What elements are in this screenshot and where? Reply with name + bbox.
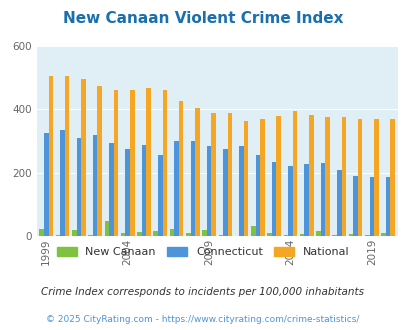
Bar [174,141,178,236]
Bar [39,229,44,236]
Bar [390,119,394,236]
Bar [266,233,271,236]
Bar [109,143,113,236]
Bar [206,146,211,236]
Bar [304,164,308,236]
Bar [202,230,206,236]
Bar [97,86,102,236]
Bar [288,166,292,236]
Bar [299,234,304,236]
Bar [141,145,146,236]
Bar [348,234,352,236]
Bar [357,119,362,236]
Text: © 2025 CityRating.com - https://www.cityrating.com/crime-statistics/: © 2025 CityRating.com - https://www.city… [46,315,359,324]
Bar [77,138,81,236]
Bar [185,233,190,236]
Text: New Canaan Violent Crime Index: New Canaan Violent Crime Index [63,11,342,26]
Bar [158,155,162,236]
Bar [250,226,255,236]
Bar [283,235,288,236]
Legend: New Canaan, Connecticut, National: New Canaan, Connecticut, National [52,242,353,262]
Bar [190,141,194,236]
Bar [49,76,53,236]
Bar [65,76,69,236]
Bar [324,117,329,236]
Bar [364,235,369,236]
Bar [88,235,93,236]
Bar [276,116,280,236]
Bar [308,115,313,236]
Bar [153,231,158,236]
Bar [380,233,385,236]
Bar [352,176,357,236]
Bar [292,111,296,236]
Bar [113,90,118,236]
Bar [243,121,248,236]
Bar [137,232,141,236]
Bar [162,90,167,236]
Bar [81,79,85,236]
Text: Crime Index corresponds to incidents per 100,000 inhabitants: Crime Index corresponds to incidents per… [41,287,364,297]
Bar [336,170,341,236]
Bar [227,113,232,236]
Bar [44,133,49,236]
Bar [341,117,345,236]
Bar [169,229,174,236]
Bar [260,118,264,236]
Bar [194,108,199,236]
Bar [385,178,390,236]
Bar [315,231,320,236]
Bar [93,135,97,236]
Bar [373,119,378,236]
Bar [125,149,130,236]
Bar [211,113,215,236]
Bar [60,130,65,236]
Bar [178,101,183,236]
Bar [271,162,276,236]
Bar [332,235,336,236]
Bar [121,233,125,236]
Bar [146,88,150,236]
Bar [72,230,77,236]
Bar [255,155,260,236]
Bar [222,149,227,236]
Bar [239,146,243,236]
Bar [130,89,134,236]
Bar [320,163,324,236]
Bar [55,235,60,236]
Bar [104,221,109,236]
Bar [218,235,222,236]
Bar [369,178,373,236]
